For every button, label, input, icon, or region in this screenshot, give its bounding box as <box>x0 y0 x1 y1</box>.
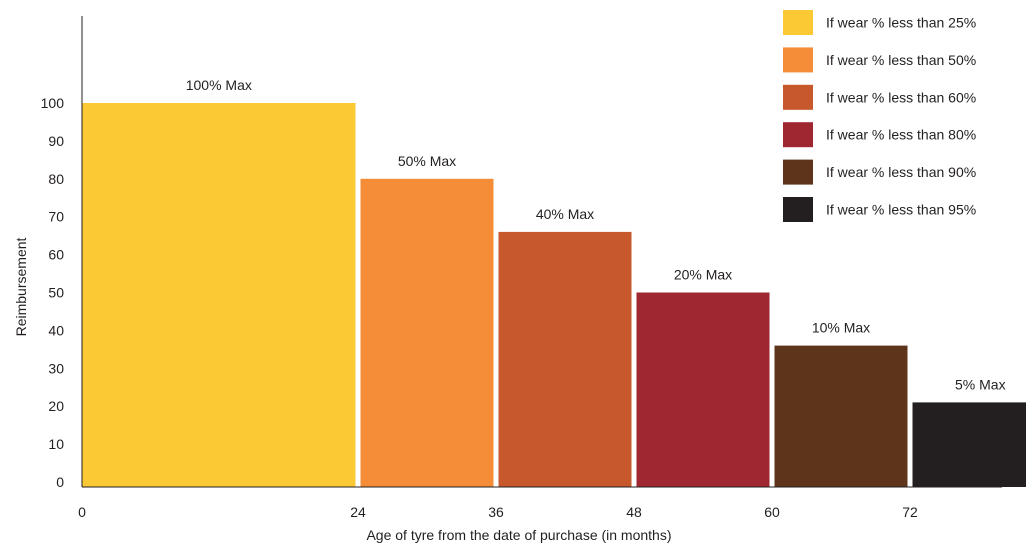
legend-swatch <box>783 197 813 222</box>
legend-label: If wear % less than 90% <box>826 164 976 180</box>
y-tick-label: 40 <box>48 322 64 338</box>
bar-36-48 <box>498 231 632 487</box>
legend-swatch <box>783 47 813 73</box>
bar-0-24 <box>82 103 356 487</box>
bar-72-84 <box>912 402 1026 487</box>
bar-value-label: 50% Max <box>398 153 456 169</box>
y-tick-label: 70 <box>48 209 64 225</box>
legend-swatch <box>783 84 813 110</box>
x-tick-labels: 0243648607284 <box>78 504 918 520</box>
bar-24-36 <box>360 178 494 488</box>
legend-label: If wear % less than 50% <box>826 52 976 68</box>
y-axis-title: Reimbursement <box>13 237 29 336</box>
legend-swatch <box>783 122 813 148</box>
y-tick-label: 90 <box>48 133 64 149</box>
y-tick-label: 10 <box>48 436 64 452</box>
y-tick-label: 80 <box>48 171 64 187</box>
x-axis-title: Age of tyre from the date of purchase (i… <box>366 527 671 543</box>
x-tick-label: 48 <box>626 504 642 520</box>
y-tick-label: 30 <box>48 360 64 376</box>
x-tick-label: 24 <box>350 504 366 520</box>
legend-label: If wear % less than 80% <box>826 127 976 143</box>
bar-labels-layer: 100% Max 50% Max 40% Max 20% Max 10% Max 5% M… <box>186 77 1006 392</box>
legend-label: If wear % less than 60% <box>826 89 976 105</box>
legend-label: If wear % less than 25% <box>826 15 976 31</box>
x-tick-label: 36 <box>488 504 504 520</box>
legend-swatch <box>783 10 813 35</box>
bar-value-label: 5% Max <box>955 376 1006 392</box>
y-tick-label: 0 <box>56 474 64 490</box>
bar-48-60 <box>636 292 770 487</box>
y-tick-label: 20 <box>48 398 64 414</box>
x-tick-label: 0 <box>78 504 86 520</box>
bar-value-label: 10% Max <box>812 320 870 336</box>
x-tick-label: 72 <box>902 504 918 520</box>
legend: If wear % less than 25% If wear % less th… <box>783 10 976 222</box>
y-tick-label: 60 <box>48 247 64 263</box>
y-tick-label: 50 <box>48 285 64 301</box>
y-tick-label: 100 <box>41 95 65 111</box>
bar-value-label: 40% Max <box>536 206 594 222</box>
bar-value-label: 100% Max <box>186 77 252 93</box>
bars-layer <box>82 103 1026 488</box>
legend-swatch <box>783 159 813 185</box>
legend-label: If wear % less than 95% <box>826 202 976 218</box>
x-tick-label: 60 <box>764 504 780 520</box>
bar-60-72 <box>774 345 908 487</box>
bar-value-label: 20% Max <box>674 267 732 283</box>
y-tick-labels: 0 10 20 30 40 50 60 70 80 90 100 <box>41 95 65 490</box>
